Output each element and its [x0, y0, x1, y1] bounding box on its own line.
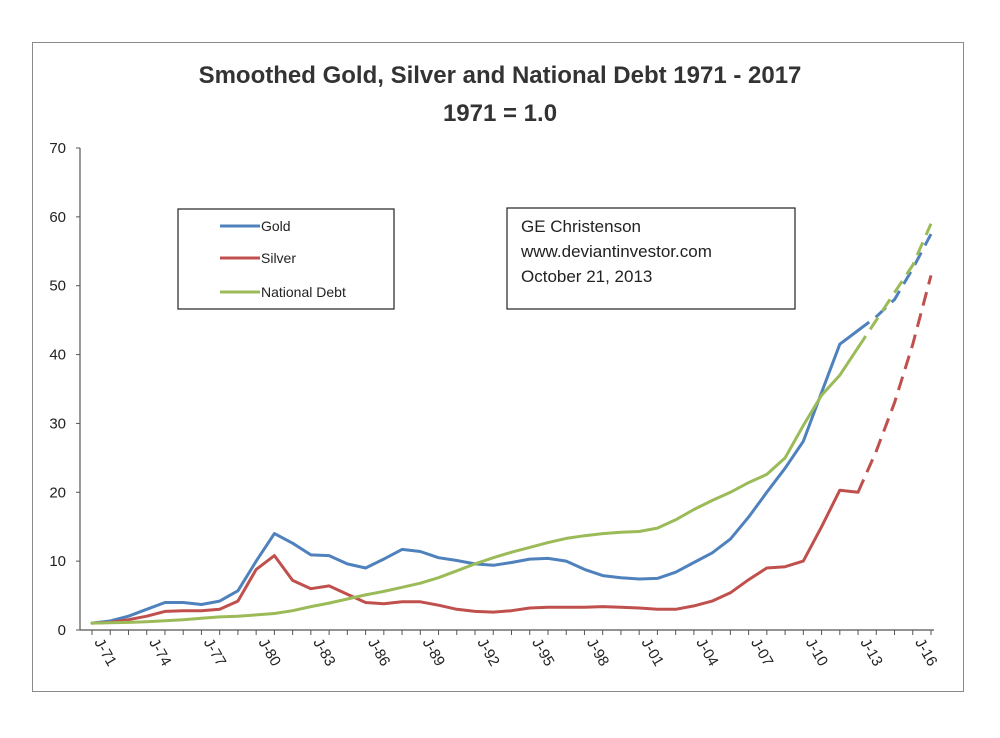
- annotation-box: GE Christenson www.deviantinvestor.com O…: [506, 207, 796, 310]
- x-tick-label: J-86: [364, 636, 393, 670]
- x-tick-label: J-98: [583, 636, 612, 670]
- y-tick-label: 70: [49, 140, 66, 157]
- annotation-website: www.deviantinvestor.com: [520, 242, 712, 261]
- x-tick-label: J-07: [747, 636, 776, 670]
- y-tick-label: 50: [49, 278, 66, 295]
- series-line-silver: [90, 488, 860, 625]
- y-tick-label: 20: [49, 484, 66, 501]
- series-projection-national-debt: [856, 223, 933, 349]
- y-tick-label: 40: [49, 347, 66, 364]
- x-axis-ticks: J-71 J-74 J-77 J-80 J-83 J-86 J-89 J-92 J-95 J-98…: [91, 630, 941, 669]
- chart-frame: [32, 42, 964, 692]
- legend-label-silver: Silver: [261, 250, 296, 266]
- x-tick-label: J-80: [255, 636, 284, 670]
- series-line-national-debt: [90, 346, 860, 625]
- x-tick-label: J-71: [91, 636, 120, 670]
- x-tick-label: J-01: [638, 636, 667, 670]
- series-projection-gold: [857, 233, 933, 332]
- y-tick-label: 30: [49, 415, 66, 432]
- annotation-frame: [506, 207, 796, 310]
- x-tick-label: J-16: [911, 636, 940, 670]
- x-tick-label: J-92: [474, 636, 503, 670]
- chart-title: Smoothed Gold, Silver and National Debt …: [198, 62, 802, 89]
- annotation-author: GE Christenson: [521, 217, 641, 236]
- x-tick-label: J-10: [802, 636, 831, 670]
- legend-label-debt: National Debt: [261, 284, 346, 300]
- x-tick-label: J-89: [419, 636, 448, 670]
- y-tick-label: 10: [49, 553, 66, 570]
- legend-box: [177, 208, 395, 310]
- annotation-date: October 21, 2013: [521, 267, 652, 286]
- legend-label-gold: Gold: [261, 218, 291, 234]
- x-tick-label: J-77: [200, 636, 229, 670]
- x-tick-label: J-13: [857, 636, 886, 670]
- legend: Gold Silver National Debt: [177, 208, 395, 310]
- series-lines: [90, 223, 933, 625]
- x-tick-label: J-04: [692, 636, 721, 670]
- chart-subtitle: 1971 = 1.0: [442, 100, 558, 127]
- y-axis-ticks: 0 10 20 30 40 50 60 70: [49, 140, 80, 639]
- series-line-gold: [90, 329, 860, 625]
- y-tick-label: 60: [49, 209, 66, 226]
- x-tick-label: J-74: [145, 636, 174, 670]
- series-projection-silver: [856, 275, 933, 493]
- x-tick-label: J-95: [528, 636, 557, 670]
- y-tick-label: 0: [58, 622, 66, 639]
- x-tick-label: J-83: [309, 636, 338, 670]
- axes: [79, 148, 934, 631]
